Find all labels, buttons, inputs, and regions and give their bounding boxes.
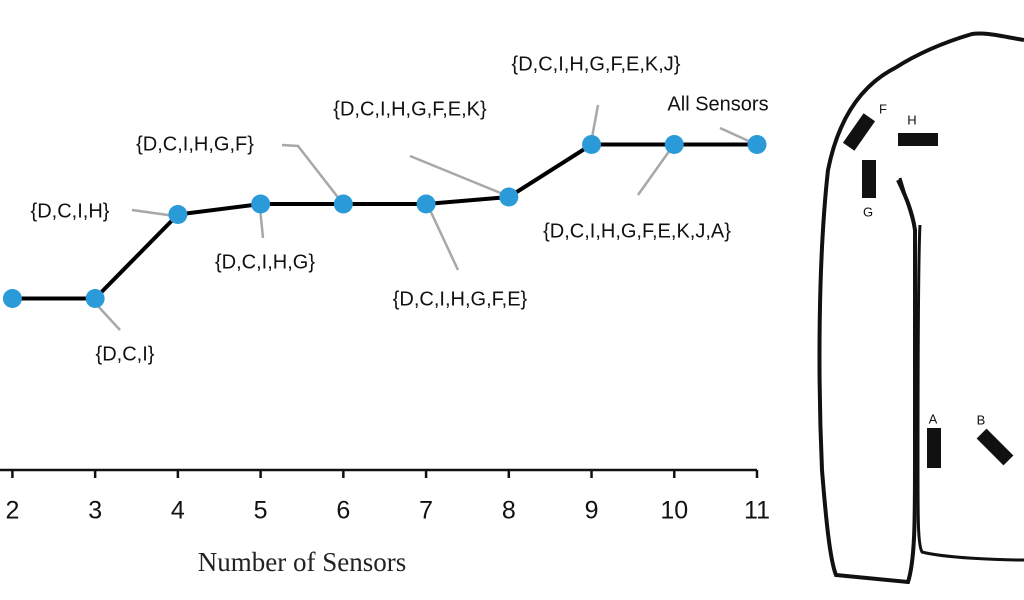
- x-axis-title: Number of Sensors: [198, 547, 406, 577]
- annotation: All Sensors: [667, 93, 768, 115]
- jacket-outline: [817, 31, 1024, 585]
- sensor: [927, 428, 941, 468]
- data-point: [2, 289, 22, 308]
- sensor: [898, 133, 938, 146]
- x-tick-label: 2: [5, 497, 19, 525]
- data-point: [582, 135, 602, 154]
- leader-line: [281, 143, 341, 201]
- x-tick-label: 8: [502, 497, 516, 525]
- annotation: {D,C,I,H,G}: [215, 251, 315, 273]
- annotation: {D,C,I,H,G,F,E,K,J}: [512, 53, 681, 75]
- data-point: [251, 194, 271, 214]
- jacket: [817, 31, 1024, 585]
- data-point: [499, 187, 519, 207]
- leader-line: [428, 209, 460, 271]
- data-line: [12, 142, 757, 301]
- leader-line: [409, 154, 504, 196]
- annotation: {D,C,I,H,G,F,E,K,J,A}: [543, 220, 731, 242]
- data-point: [416, 194, 436, 214]
- data-point: [168, 205, 188, 224]
- sensor: [842, 113, 876, 151]
- annotation: {D,C,I,H}: [31, 200, 110, 222]
- jacket-sleeve: [916, 224, 1024, 562]
- x-tick-label: 5: [254, 497, 268, 525]
- x-tick-label: 7: [419, 497, 433, 525]
- sensor: [976, 428, 1014, 466]
- annotation: {D,C,I,H,G,F}: [136, 133, 254, 155]
- leader-line: [719, 126, 754, 145]
- x-tick-label: 11: [744, 497, 770, 525]
- sensor-label: H: [907, 112, 916, 127]
- leader-line: [96, 304, 121, 331]
- data-point: [333, 194, 353, 214]
- jacket-fold: [898, 177, 917, 229]
- sensor-label: G: [863, 204, 873, 219]
- x-tick-label: 10: [660, 497, 688, 525]
- x-tick-label: 9: [585, 497, 599, 525]
- leader-line: [636, 149, 672, 196]
- x-tick-label: 3: [88, 497, 102, 525]
- sensor-label: F: [879, 101, 887, 116]
- annotation: {D,C,I,H,G,F,E,K}: [333, 98, 487, 120]
- data-point: [664, 135, 684, 154]
- annotation: {D,C,I,H,G,F,E}: [393, 288, 528, 310]
- x-tick-label: 4: [171, 497, 185, 525]
- data-point: [747, 135, 767, 154]
- annotation: {D,C,I}: [96, 343, 155, 365]
- sensor-label: A: [929, 411, 938, 426]
- data-point: [85, 289, 105, 308]
- sensor: [862, 160, 876, 198]
- leader-line: [131, 208, 176, 218]
- sensor-label: B: [977, 412, 986, 427]
- x-tick-label: 6: [336, 497, 350, 525]
